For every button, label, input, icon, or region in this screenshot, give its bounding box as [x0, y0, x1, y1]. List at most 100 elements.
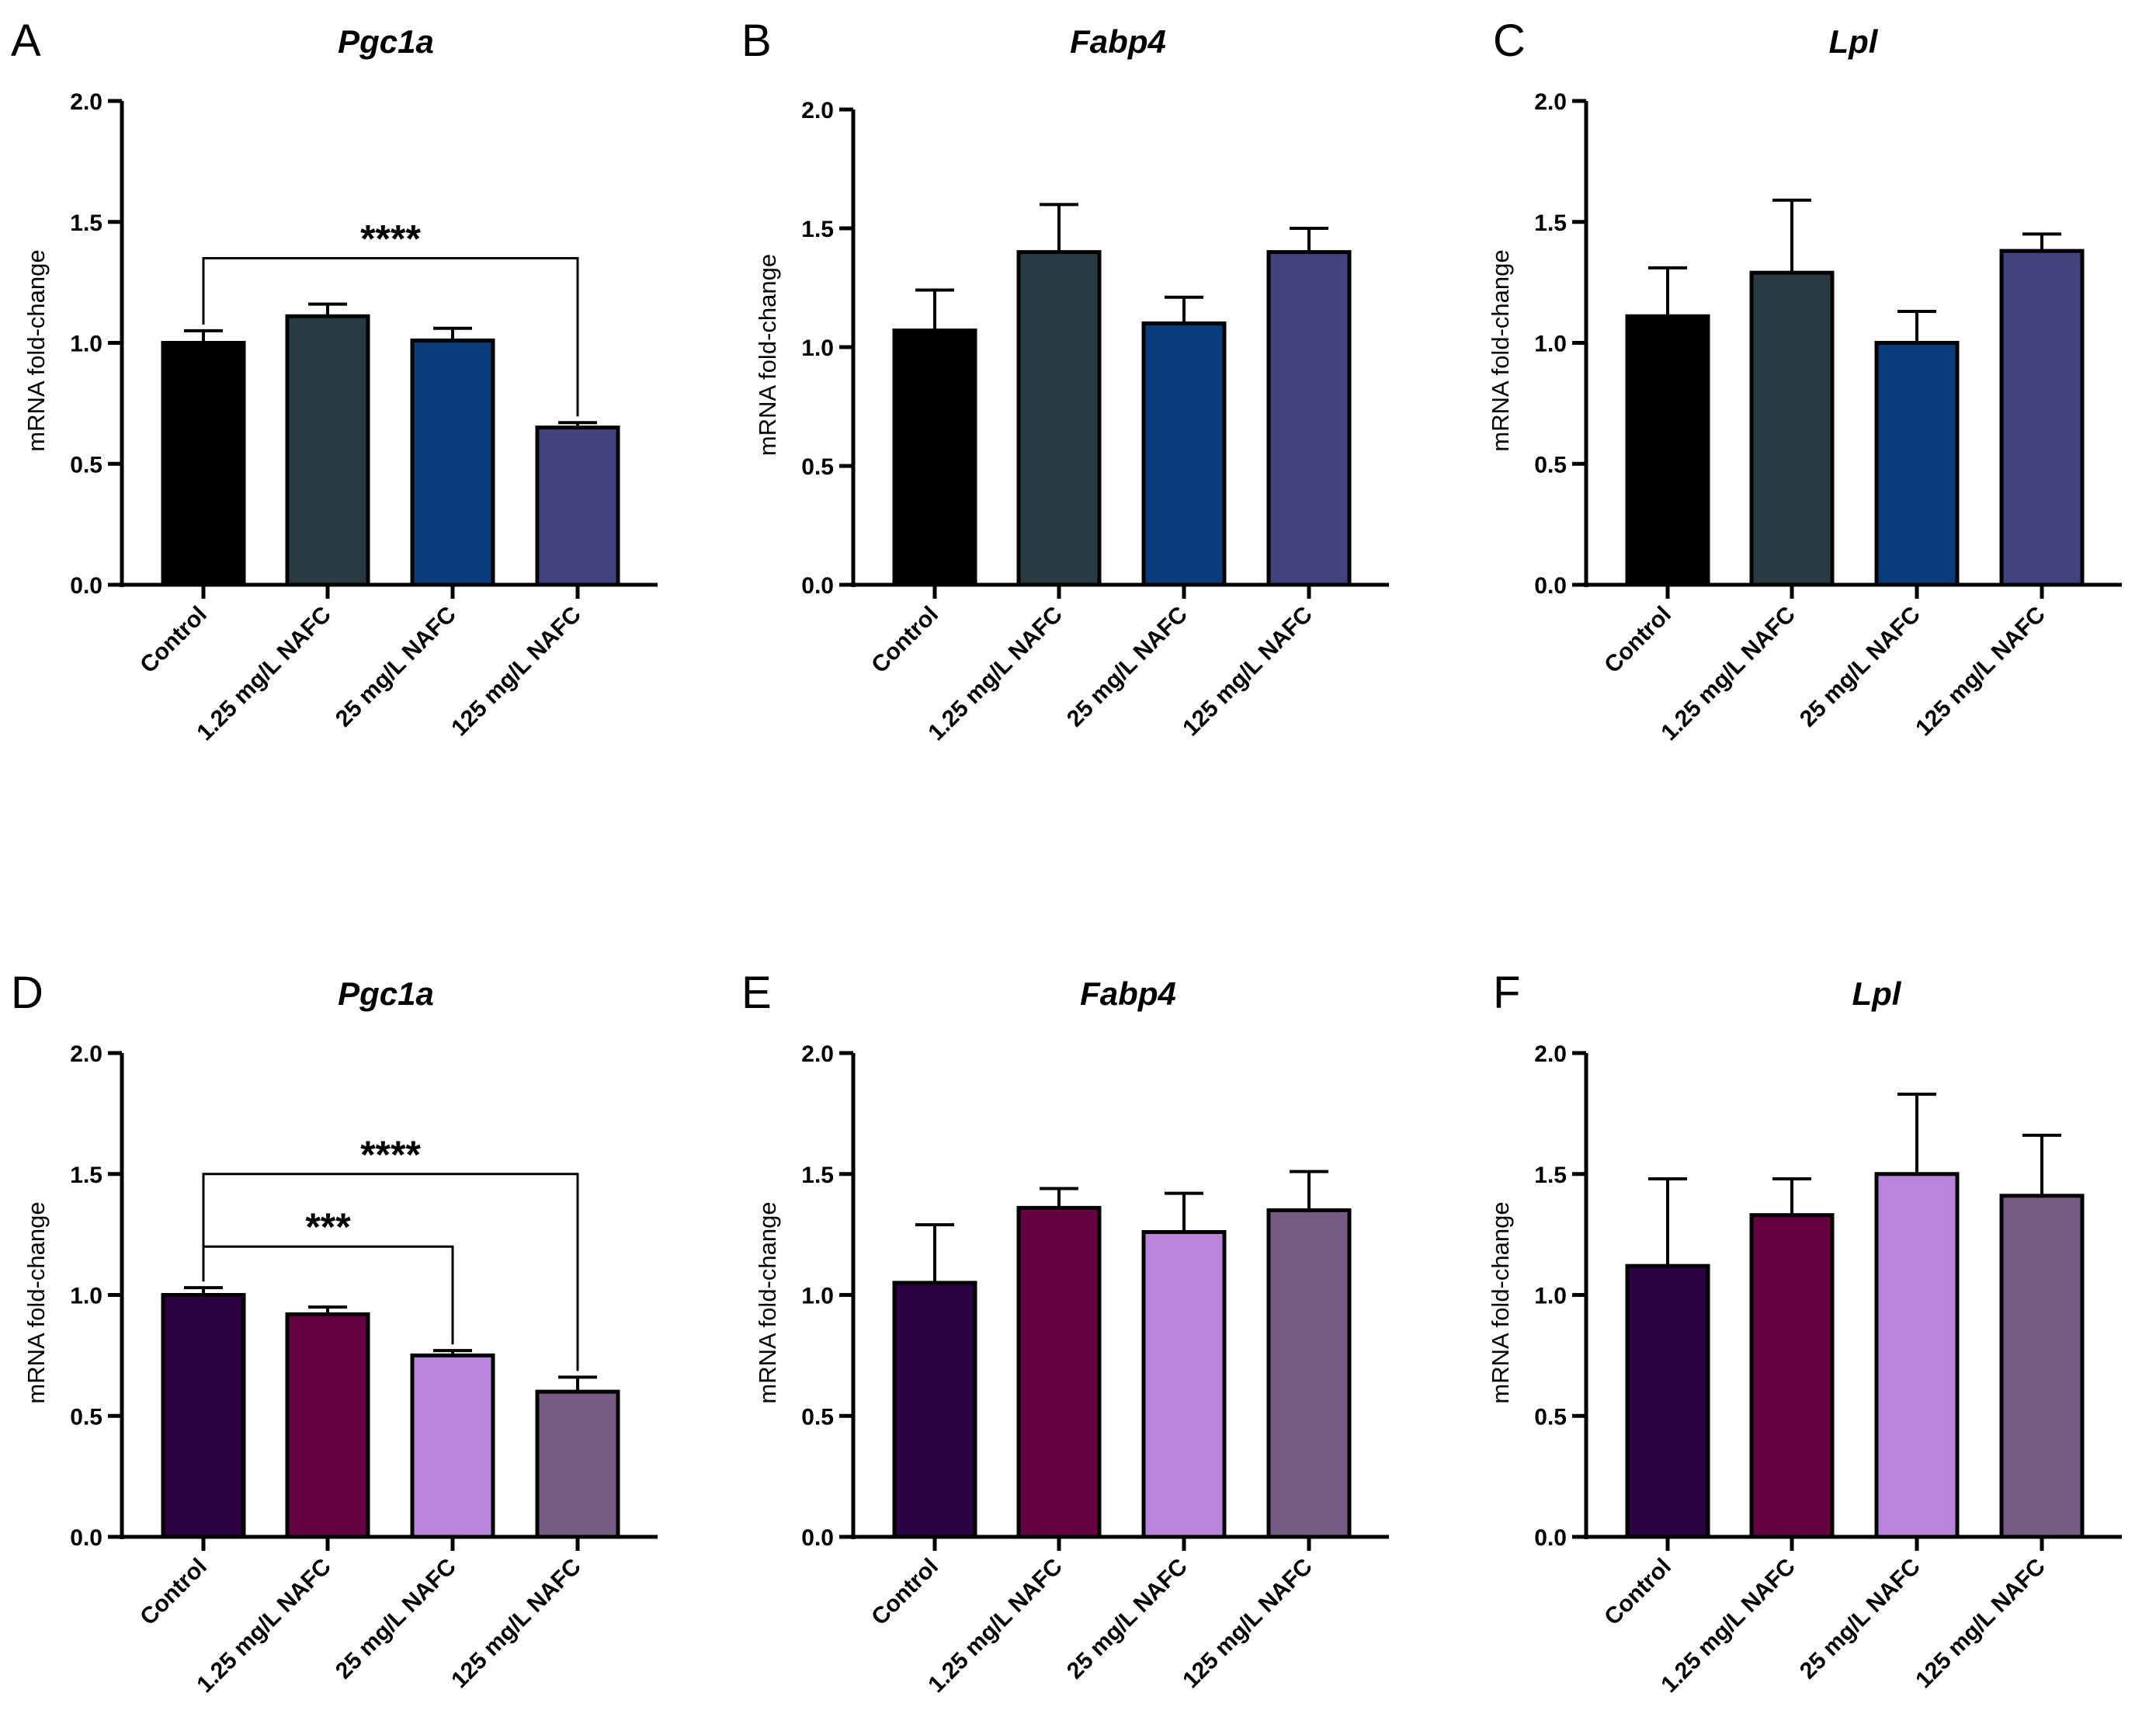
- y-tick-label: 0.5: [801, 454, 834, 480]
- y-tick-label: 2.0: [1534, 89, 1567, 115]
- y-tick-label: 1.5: [801, 1163, 834, 1188]
- y-tick-label: 0.0: [1534, 1525, 1567, 1551]
- significance-bracket: [202, 1245, 454, 1345]
- y-tick-label: 2.0: [801, 98, 834, 123]
- category-label: Control: [1599, 1554, 1676, 1631]
- category-label: 1.25 mg/L NAFC: [1656, 1554, 1800, 1698]
- y-tick-label: 0.0: [801, 573, 834, 599]
- y-tick-label: 2.0: [801, 1041, 834, 1067]
- category-label: 125 mg/L NAFC: [446, 602, 586, 742]
- bar: [1016, 1205, 1102, 1539]
- bar: [1625, 314, 1710, 587]
- y-tick-label: 1.0: [70, 332, 102, 357]
- category-label: Control: [135, 602, 212, 679]
- y-tick-label: 0.5: [1534, 1404, 1567, 1430]
- category-label: 25 mg/L NAFC: [1795, 602, 1925, 732]
- y-tick-label: 1.0: [70, 1284, 102, 1309]
- significance-bracket: [202, 256, 579, 417]
- category-label: 125 mg/L NAFC: [1178, 602, 1318, 742]
- panel-letter: E: [741, 968, 772, 1018]
- y-tick-label: 1.5: [70, 1163, 102, 1188]
- y-tick-label: 1.0: [801, 1284, 834, 1309]
- bar: [1874, 1172, 1960, 1539]
- category-label: Control: [866, 602, 943, 679]
- category-label: 1.25 mg/L NAFC: [923, 1554, 1068, 1698]
- category-label: 25 mg/L NAFC: [1062, 602, 1193, 732]
- panel-letter: F: [1493, 968, 1520, 1018]
- panel-letter: B: [741, 16, 772, 66]
- significance-label: ****: [360, 217, 421, 260]
- category-label: 125 mg/L NAFC: [1911, 1554, 2050, 1694]
- y-tick-label: 0.5: [801, 1404, 834, 1430]
- panel-e: E Fabp4 0.0 0.5 1.0 1.5 2.0 mRNA fold-change Con…: [741, 968, 1389, 1698]
- bar: [1016, 250, 1102, 587]
- category-label: 25 mg/L NAFC: [1062, 1554, 1193, 1684]
- y-tick-label: 0.0: [70, 573, 102, 599]
- category-label: 25 mg/L NAFC: [331, 602, 461, 732]
- panel-c: C Lpl 0.0 0.5 1.0 1.5 2.0 mRNA fold-change Contr…: [1487, 16, 2122, 746]
- category-label: 25 mg/L NAFC: [331, 1554, 461, 1684]
- panel-b: B Fabp4 0.0 0.5 1.0 1.5 2.0 mRNA fold-change Con…: [741, 16, 1389, 746]
- bar: [285, 1312, 370, 1539]
- bar: [892, 328, 977, 587]
- bar: [1625, 1263, 1710, 1539]
- chart-title: Fabp4: [1080, 975, 1176, 1012]
- category-label: Control: [135, 1554, 212, 1631]
- category-label: 1.25 mg/L NAFC: [923, 602, 1068, 746]
- bar: [535, 1389, 620, 1539]
- panel-a: A Pgc1a 0.0 0.5 1.0 1.5 2.0 mRNA fold-change Con…: [11, 16, 658, 746]
- bar: [1999, 1194, 2085, 1539]
- bar: [1749, 1213, 1835, 1539]
- bar: [285, 314, 370, 587]
- bar: [410, 1353, 495, 1539]
- y-tick-label: 1.5: [1534, 210, 1567, 236]
- y-tick-label: 0.5: [70, 1404, 102, 1430]
- significance-bracket: [202, 1173, 579, 1371]
- bar: [1141, 321, 1227, 587]
- bar: [1999, 249, 2085, 587]
- panel-letter: D: [11, 968, 43, 1018]
- y-tick-label: 1.5: [1534, 1163, 1567, 1188]
- category-label: 125 mg/L NAFC: [446, 1554, 586, 1694]
- y-tick-label: 2.0: [70, 89, 102, 115]
- y-axis-title: mRNA fold-change: [754, 254, 781, 456]
- chart-title: Pgc1a: [338, 975, 434, 1012]
- category-label: 125 mg/L NAFC: [1911, 602, 2050, 742]
- y-tick-label: 0.0: [70, 1525, 102, 1551]
- bar: [1749, 270, 1835, 587]
- significance-label: ***: [305, 1205, 351, 1249]
- bar: [161, 1293, 246, 1539]
- panel-d: D Pgc1a 0.0 0.5 1.0 1.5 2.0 mRNA fold-change Con…: [11, 968, 658, 1698]
- category-label: 1.25 mg/L NAFC: [192, 1554, 336, 1698]
- y-axis-title: mRNA fold-change: [1487, 1201, 1514, 1403]
- category-label: Control: [1599, 602, 1676, 679]
- bar: [1141, 1230, 1227, 1539]
- y-tick-label: 1.5: [801, 217, 834, 242]
- y-tick-label: 1.0: [1534, 332, 1567, 357]
- significance-label: ****: [360, 1133, 421, 1177]
- y-tick-label: 0.5: [70, 452, 102, 478]
- y-tick-label: 1.0: [1534, 1284, 1567, 1309]
- y-tick-label: 0.0: [801, 1525, 834, 1551]
- panel-letter: C: [1493, 16, 1526, 66]
- bar: [1874, 341, 1960, 587]
- panel-f: F Lpl 0.0 0.5 1.0 1.5 2.0 mRNA fold-change Contr…: [1487, 968, 2122, 1698]
- chart-title: Lpl: [1852, 975, 1902, 1012]
- category-label: 125 mg/L NAFC: [1178, 1554, 1318, 1694]
- panel-letter: A: [11, 16, 41, 66]
- y-tick-label: 0.5: [1534, 452, 1567, 478]
- category-label: 25 mg/L NAFC: [1795, 1554, 1925, 1684]
- bar: [535, 426, 620, 587]
- bar: [892, 1281, 977, 1539]
- chart-title: Pgc1a: [338, 23, 434, 60]
- y-tick-label: 1.5: [70, 210, 102, 236]
- y-axis-title: mRNA fold-change: [23, 249, 50, 451]
- y-axis-title: mRNA fold-change: [754, 1201, 781, 1403]
- category-label: 1.25 mg/L NAFC: [1656, 602, 1800, 746]
- bar: [1266, 1208, 1352, 1539]
- category-label: Control: [866, 1554, 943, 1631]
- y-tick-label: 0.0: [1534, 573, 1567, 599]
- y-tick-label: 2.0: [70, 1041, 102, 1067]
- y-axis-title: mRNA fold-change: [23, 1201, 50, 1403]
